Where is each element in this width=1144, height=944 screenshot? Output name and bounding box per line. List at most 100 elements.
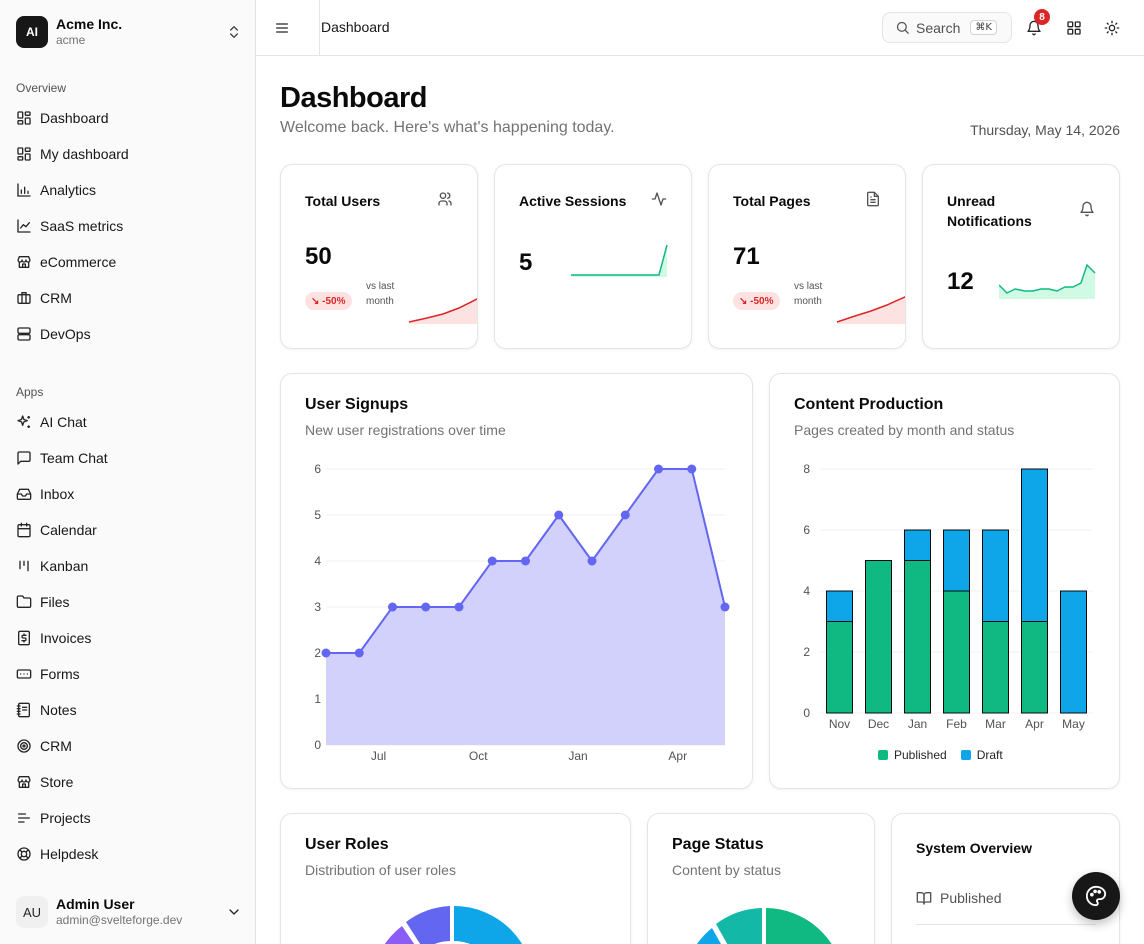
y-tick-label: 3 xyxy=(314,600,321,614)
sidebar-item-forms[interactable]: Forms xyxy=(8,656,248,692)
x-tick-label: Feb xyxy=(946,717,967,731)
apps-grid-button[interactable] xyxy=(1062,16,1086,40)
sidebar-item-store[interactable]: Store xyxy=(8,764,248,800)
sidebar-item-label: Inbox xyxy=(40,486,75,502)
sidebar-item-analytics[interactable]: Analytics xyxy=(8,172,248,208)
trend-note: vs last month xyxy=(794,281,823,307)
trend-badge: ↘ -50% xyxy=(733,292,780,310)
sidebar-item-crm-app[interactable]: CRM xyxy=(8,728,248,764)
bar-draft[interactable] xyxy=(826,590,853,622)
sparkline xyxy=(571,244,668,277)
sidebar-item-saas-metrics[interactable]: SaaS metrics xyxy=(8,208,248,244)
notifications-button[interactable]: 8 xyxy=(1022,9,1050,40)
bar-draft[interactable] xyxy=(1021,468,1048,622)
sidebar-item-crm[interactable]: CRM xyxy=(8,280,248,316)
chevron-down-icon xyxy=(229,909,239,915)
org-switcher[interactable]: AI Acme Inc. acme xyxy=(16,15,242,49)
breadcrumb[interactable]: Dashboard xyxy=(321,19,390,35)
x-tick-label: Dec xyxy=(868,717,889,731)
sidebar-item-dashboard[interactable]: Dashboard xyxy=(8,100,248,136)
theme-toggle-button[interactable] xyxy=(1100,16,1124,40)
donut-slice[interactable] xyxy=(454,906,534,944)
donut-slice[interactable] xyxy=(381,926,421,944)
user-menu[interactable]: AU Admin User admin@svelteforge.dev xyxy=(16,894,242,930)
data-point[interactable] xyxy=(554,510,564,520)
legend-item-draft[interactable]: Draft xyxy=(960,748,1003,762)
current-date: Thursday, May 14, 2026 xyxy=(970,122,1120,138)
bar-draft[interactable] xyxy=(982,529,1009,622)
nav-section-label: Apps xyxy=(16,385,44,399)
sidebar-item-ai-chat[interactable]: AI Chat xyxy=(8,404,248,440)
user-name: Admin User xyxy=(56,896,135,912)
x-tick-label: Jan xyxy=(568,749,587,763)
sidebar-item-notes[interactable]: Notes xyxy=(8,692,248,728)
stat-card-total-users: Total Users 50 ↘ -50% vs last month xyxy=(280,164,478,349)
receipt-icon xyxy=(18,630,30,646)
bar-draft[interactable] xyxy=(1060,590,1087,714)
store-icon xyxy=(17,256,31,268)
data-point[interactable] xyxy=(354,648,364,658)
donut-slice[interactable] xyxy=(406,906,450,944)
data-point[interactable] xyxy=(421,602,431,612)
grid-icon xyxy=(1067,21,1081,35)
legend-label: Published xyxy=(894,748,947,762)
roles-donut-chart xyxy=(381,906,534,944)
notification-badge: 8 xyxy=(1034,9,1050,25)
legend-item-published[interactable]: Published xyxy=(878,748,947,762)
bar-published[interactable] xyxy=(826,621,853,714)
y-tick-label: 8 xyxy=(803,462,810,476)
sidebar-item-inbox[interactable]: Inbox xyxy=(8,476,248,512)
donut-slice[interactable] xyxy=(690,928,730,944)
signups-area-chart: 0 1 2 3 4 5 6 Jul Oct Jan Apr xyxy=(314,462,730,763)
data-point[interactable] xyxy=(454,602,464,612)
layout-dashboard-icon xyxy=(17,111,31,125)
stat-card-total-pages: Total Pages 71 ↘ -50% vs last month xyxy=(708,164,906,349)
stat-title: Active Sessions xyxy=(519,193,627,209)
chart-subtitle: Distribution of user roles xyxy=(305,862,456,878)
sidebar-item-label: Calendar xyxy=(40,522,97,538)
briefcase-icon xyxy=(17,292,31,304)
donut-slice[interactable] xyxy=(716,908,762,944)
sidebar-item-label: Forms xyxy=(40,666,80,682)
bar-published[interactable] xyxy=(904,560,931,714)
donut-slice[interactable] xyxy=(766,908,844,944)
sidebar-item-devops[interactable]: DevOps xyxy=(8,316,248,352)
bar-published[interactable] xyxy=(865,560,892,714)
sidebar-item-invoices[interactable]: Invoices xyxy=(8,620,248,656)
system-overview-card: System Overview Published xyxy=(891,813,1120,944)
sidebar-item-calendar[interactable]: Calendar xyxy=(8,512,248,548)
bar-published[interactable] xyxy=(982,621,1009,714)
data-point[interactable] xyxy=(687,464,697,474)
bar-draft[interactable] xyxy=(943,529,970,592)
bar-draft[interactable] xyxy=(904,529,931,561)
data-point[interactable] xyxy=(487,556,497,566)
sidebar-item-label: Analytics xyxy=(40,182,97,198)
sidebar-item-helpdesk[interactable]: Helpdesk xyxy=(8,836,248,872)
page-title: Dashboard xyxy=(280,82,427,114)
sidebar-item-kanban[interactable]: Kanban xyxy=(8,548,248,584)
sidebar-item-files[interactable]: Files xyxy=(8,584,248,620)
stat-title: Total Pages xyxy=(733,193,811,209)
form-input-icon xyxy=(16,669,32,679)
sidebar-item-projects[interactable]: Projects xyxy=(8,800,248,836)
sidebar-item-label: Dashboard xyxy=(40,110,109,126)
data-point[interactable] xyxy=(388,602,397,612)
data-point[interactable] xyxy=(321,648,331,658)
sidebar-item-ecommerce[interactable]: eCommerce xyxy=(8,244,248,280)
sidebar-item-my-dashboard[interactable]: My dashboard xyxy=(8,136,248,172)
content-chart-card: Content Production Pages created by mont… xyxy=(769,373,1120,789)
data-point[interactable] xyxy=(521,556,530,566)
bar-published[interactable] xyxy=(943,590,970,714)
data-point[interactable] xyxy=(620,510,630,520)
sun-icon xyxy=(1104,20,1120,36)
search-button[interactable]: Search ⌘K xyxy=(882,12,1012,43)
bar-published[interactable] xyxy=(1021,621,1048,714)
data-point[interactable] xyxy=(720,602,730,612)
sidebar-toggle-button[interactable] xyxy=(270,16,294,40)
store-icon xyxy=(17,776,31,788)
sidebar-item-team-chat[interactable]: Team Chat xyxy=(8,440,248,476)
data-point[interactable] xyxy=(654,464,663,474)
data-point[interactable] xyxy=(587,556,597,566)
book-open-icon xyxy=(916,892,932,905)
theme-palette-button[interactable] xyxy=(1072,872,1120,920)
